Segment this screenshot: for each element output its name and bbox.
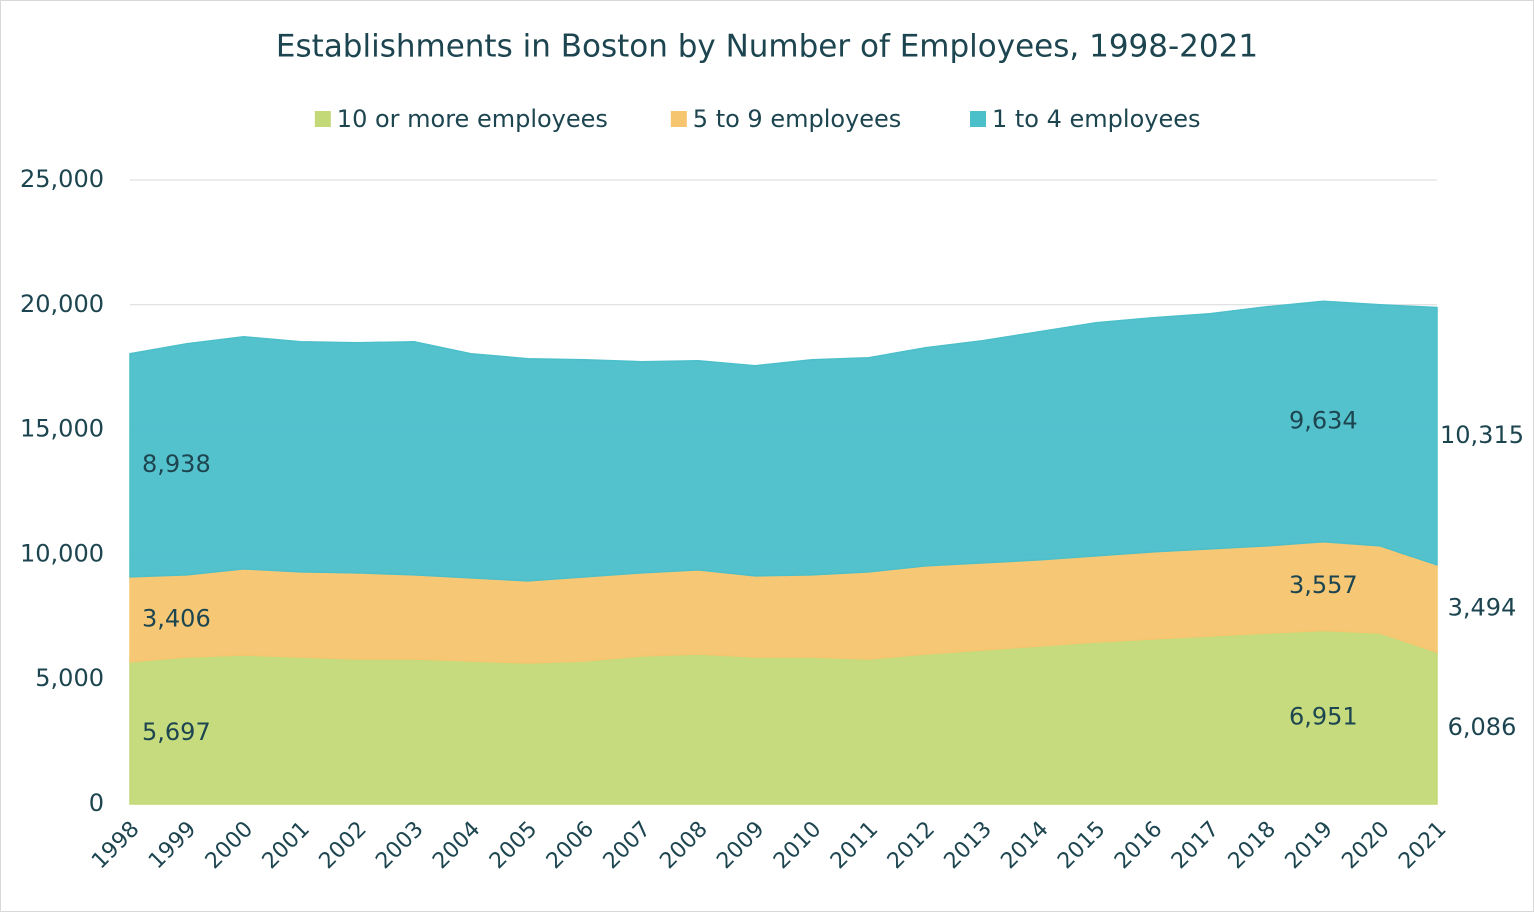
y-tick-label: 10,000 bbox=[20, 539, 104, 567]
data-label: 3,557 bbox=[1289, 571, 1358, 599]
data-label: 9,634 bbox=[1289, 406, 1358, 434]
y-tick-label: 20,000 bbox=[20, 290, 104, 318]
data-label: 6,086 bbox=[1448, 713, 1517, 741]
legend-label: 10 or more employees bbox=[337, 105, 608, 133]
legend-swatch bbox=[314, 111, 331, 127]
legend-swatch bbox=[670, 111, 687, 127]
legend-label: 1 to 4 employees bbox=[992, 105, 1201, 133]
legend-label: 5 to 9 employees bbox=[693, 105, 902, 133]
y-tick-label: 5,000 bbox=[35, 664, 104, 692]
legend-swatch bbox=[970, 111, 986, 127]
data-label: 8,938 bbox=[142, 450, 211, 478]
area bbox=[129, 300, 1438, 582]
data-label: 3,494 bbox=[1448, 593, 1517, 621]
data-label: 3,406 bbox=[142, 604, 211, 632]
chart-title: Establishments in Boston by Number of Em… bbox=[276, 29, 1258, 65]
y-tick-label: 25,000 bbox=[20, 165, 104, 193]
data-label: 6,951 bbox=[1289, 702, 1358, 730]
y-tick-label: 0 bbox=[89, 789, 104, 817]
data-label: 5,697 bbox=[142, 718, 211, 746]
y-tick-label: 15,000 bbox=[20, 415, 104, 443]
data-label: 10,315 bbox=[1440, 421, 1524, 449]
